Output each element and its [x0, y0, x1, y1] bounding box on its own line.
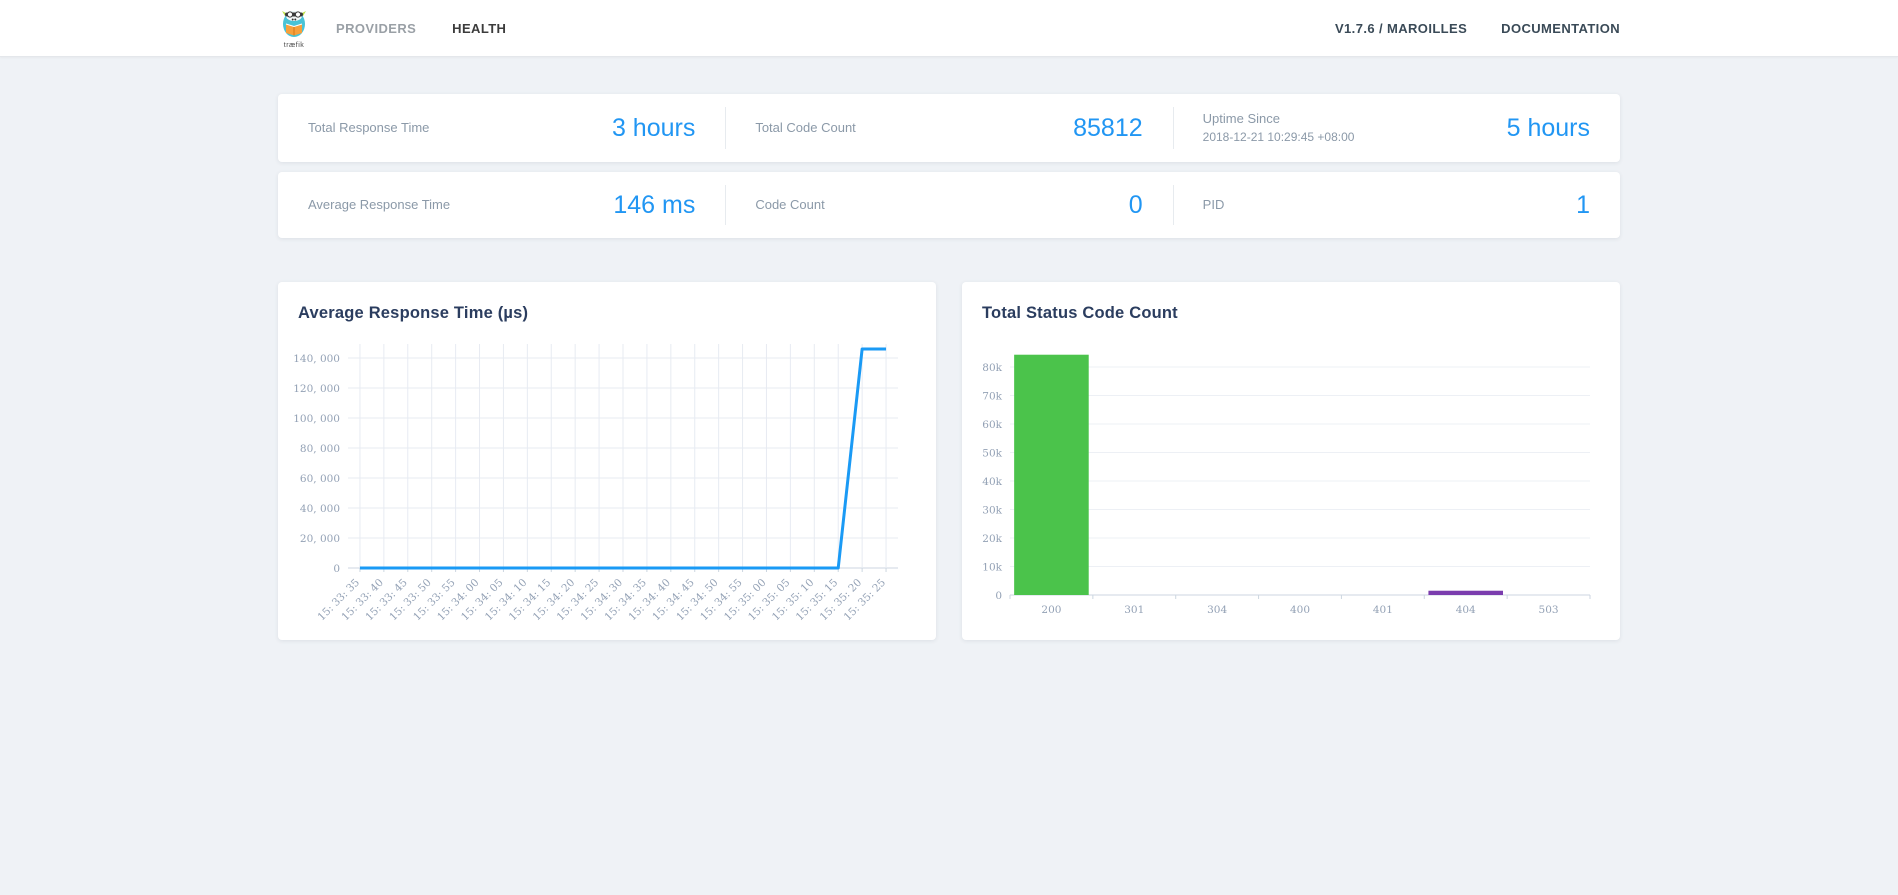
- stat-uptime-since: Uptime Since 2018-12-21 10:29:45 +08:00 …: [1172, 94, 1620, 162]
- svg-text:0: 0: [333, 563, 340, 575]
- stat-value: 146 ms: [613, 190, 696, 219]
- stat-value: 0: [1128, 190, 1143, 219]
- svg-text:30k: 30k: [982, 505, 1002, 517]
- chart-title: Average Response Time (µs): [298, 304, 529, 322]
- svg-text:140, 000: 140, 000: [293, 353, 340, 365]
- traefik-logo[interactable]: træfik: [278, 7, 310, 49]
- stat-value: 5 hours: [1506, 113, 1590, 142]
- svg-text:404: 404: [1456, 604, 1476, 616]
- traefik-logo-text: træfik: [283, 42, 305, 49]
- status-code-chart-panel: Total Status Code Count 0 10k 20k 30k 40k 50k…: [962, 282, 1620, 640]
- documentation-link[interactable]: DOCUMENTATION: [1501, 20, 1620, 36]
- avg-response-time-line-chart[interactable]: 0 20, 000 40, 000 60, 000 80, 000 100, 000 120…: [278, 329, 936, 636]
- svg-text:304: 304: [1207, 604, 1227, 616]
- svg-text:50k: 50k: [982, 448, 1002, 460]
- main-content: Total Response Time 3 hours Total Code C…: [278, 94, 1620, 640]
- svg-text:100, 000: 100, 000: [293, 413, 340, 425]
- stats-row-1: Total Response Time 3 hours Total Code C…: [278, 94, 1620, 162]
- svg-text:200: 200: [1041, 604, 1061, 616]
- stat-label: PID: [1202, 196, 1225, 212]
- stats-row-2: Average Response Time 146 ms Code Count …: [278, 172, 1620, 238]
- avg-response-time-chart-panel: Average Response Time (µs) 0 20, 000 40, 0…: [278, 282, 936, 640]
- svg-text:10k: 10k: [982, 562, 1002, 574]
- svg-text:400: 400: [1290, 604, 1310, 616]
- navbar: træfik PROVIDERS HEALTH V1.7.6 / MAROILL…: [0, 0, 1898, 57]
- stat-total-response-time: Total Response Time 3 hours: [278, 94, 725, 162]
- svg-text:80k: 80k: [982, 362, 1002, 374]
- svg-text:40k: 40k: [982, 476, 1002, 488]
- stat-label: Code Count: [755, 196, 825, 212]
- status-code-bar-chart[interactable]: 0 10k 20k 30k 40k 50k 60k 70k 80k 200 301 304 400 401…: [962, 329, 1620, 636]
- stat-sublabel: 2018-12-21 10:29:45 +08:00: [1202, 129, 1355, 144]
- svg-text:70k: 70k: [982, 391, 1002, 403]
- svg-text:503: 503: [1539, 604, 1559, 616]
- svg-text:80, 000: 80, 000: [300, 443, 340, 455]
- svg-text:20k: 20k: [982, 533, 1002, 545]
- svg-text:40, 000: 40, 000: [300, 503, 340, 515]
- svg-text:120, 000: 120, 000: [293, 383, 340, 395]
- svg-text:0: 0: [995, 590, 1002, 602]
- nav-item-providers[interactable]: PROVIDERS: [336, 20, 417, 36]
- stat-label: Average Response Time: [308, 196, 451, 212]
- stat-pid: PID 1: [1172, 172, 1620, 238]
- svg-text:60, 000: 60, 000: [300, 473, 340, 485]
- stat-total-code-count: Total Code Count 85812: [725, 94, 1172, 162]
- svg-text:401: 401: [1373, 604, 1393, 616]
- traefik-mascot-icon: [278, 7, 310, 44]
- stat-label: Total Code Count: [755, 119, 856, 135]
- charts-row: Average Response Time (µs) 0 20, 000 40, 0…: [278, 282, 1620, 640]
- stat-label: Total Response Time: [308, 119, 430, 135]
- stat-code-count: Code Count 0: [725, 172, 1172, 238]
- chart-title: Total Status Code Count: [982, 304, 1178, 322]
- version-link[interactable]: V1.7.6 / MAROILLES: [1334, 20, 1468, 36]
- stat-value: 3 hours: [611, 113, 696, 142]
- svg-text:20, 000: 20, 000: [300, 533, 340, 545]
- svg-text:301: 301: [1124, 604, 1144, 616]
- nav-item-health[interactable]: HEALTH: [452, 20, 507, 36]
- svg-text:60k: 60k: [982, 419, 1002, 431]
- stat-value: 85812: [1073, 113, 1143, 142]
- stat-value: 1: [1576, 190, 1590, 219]
- stat-average-response-time: Average Response Time 146 ms: [278, 172, 725, 238]
- stat-label: Uptime Since: [1202, 110, 1280, 126]
